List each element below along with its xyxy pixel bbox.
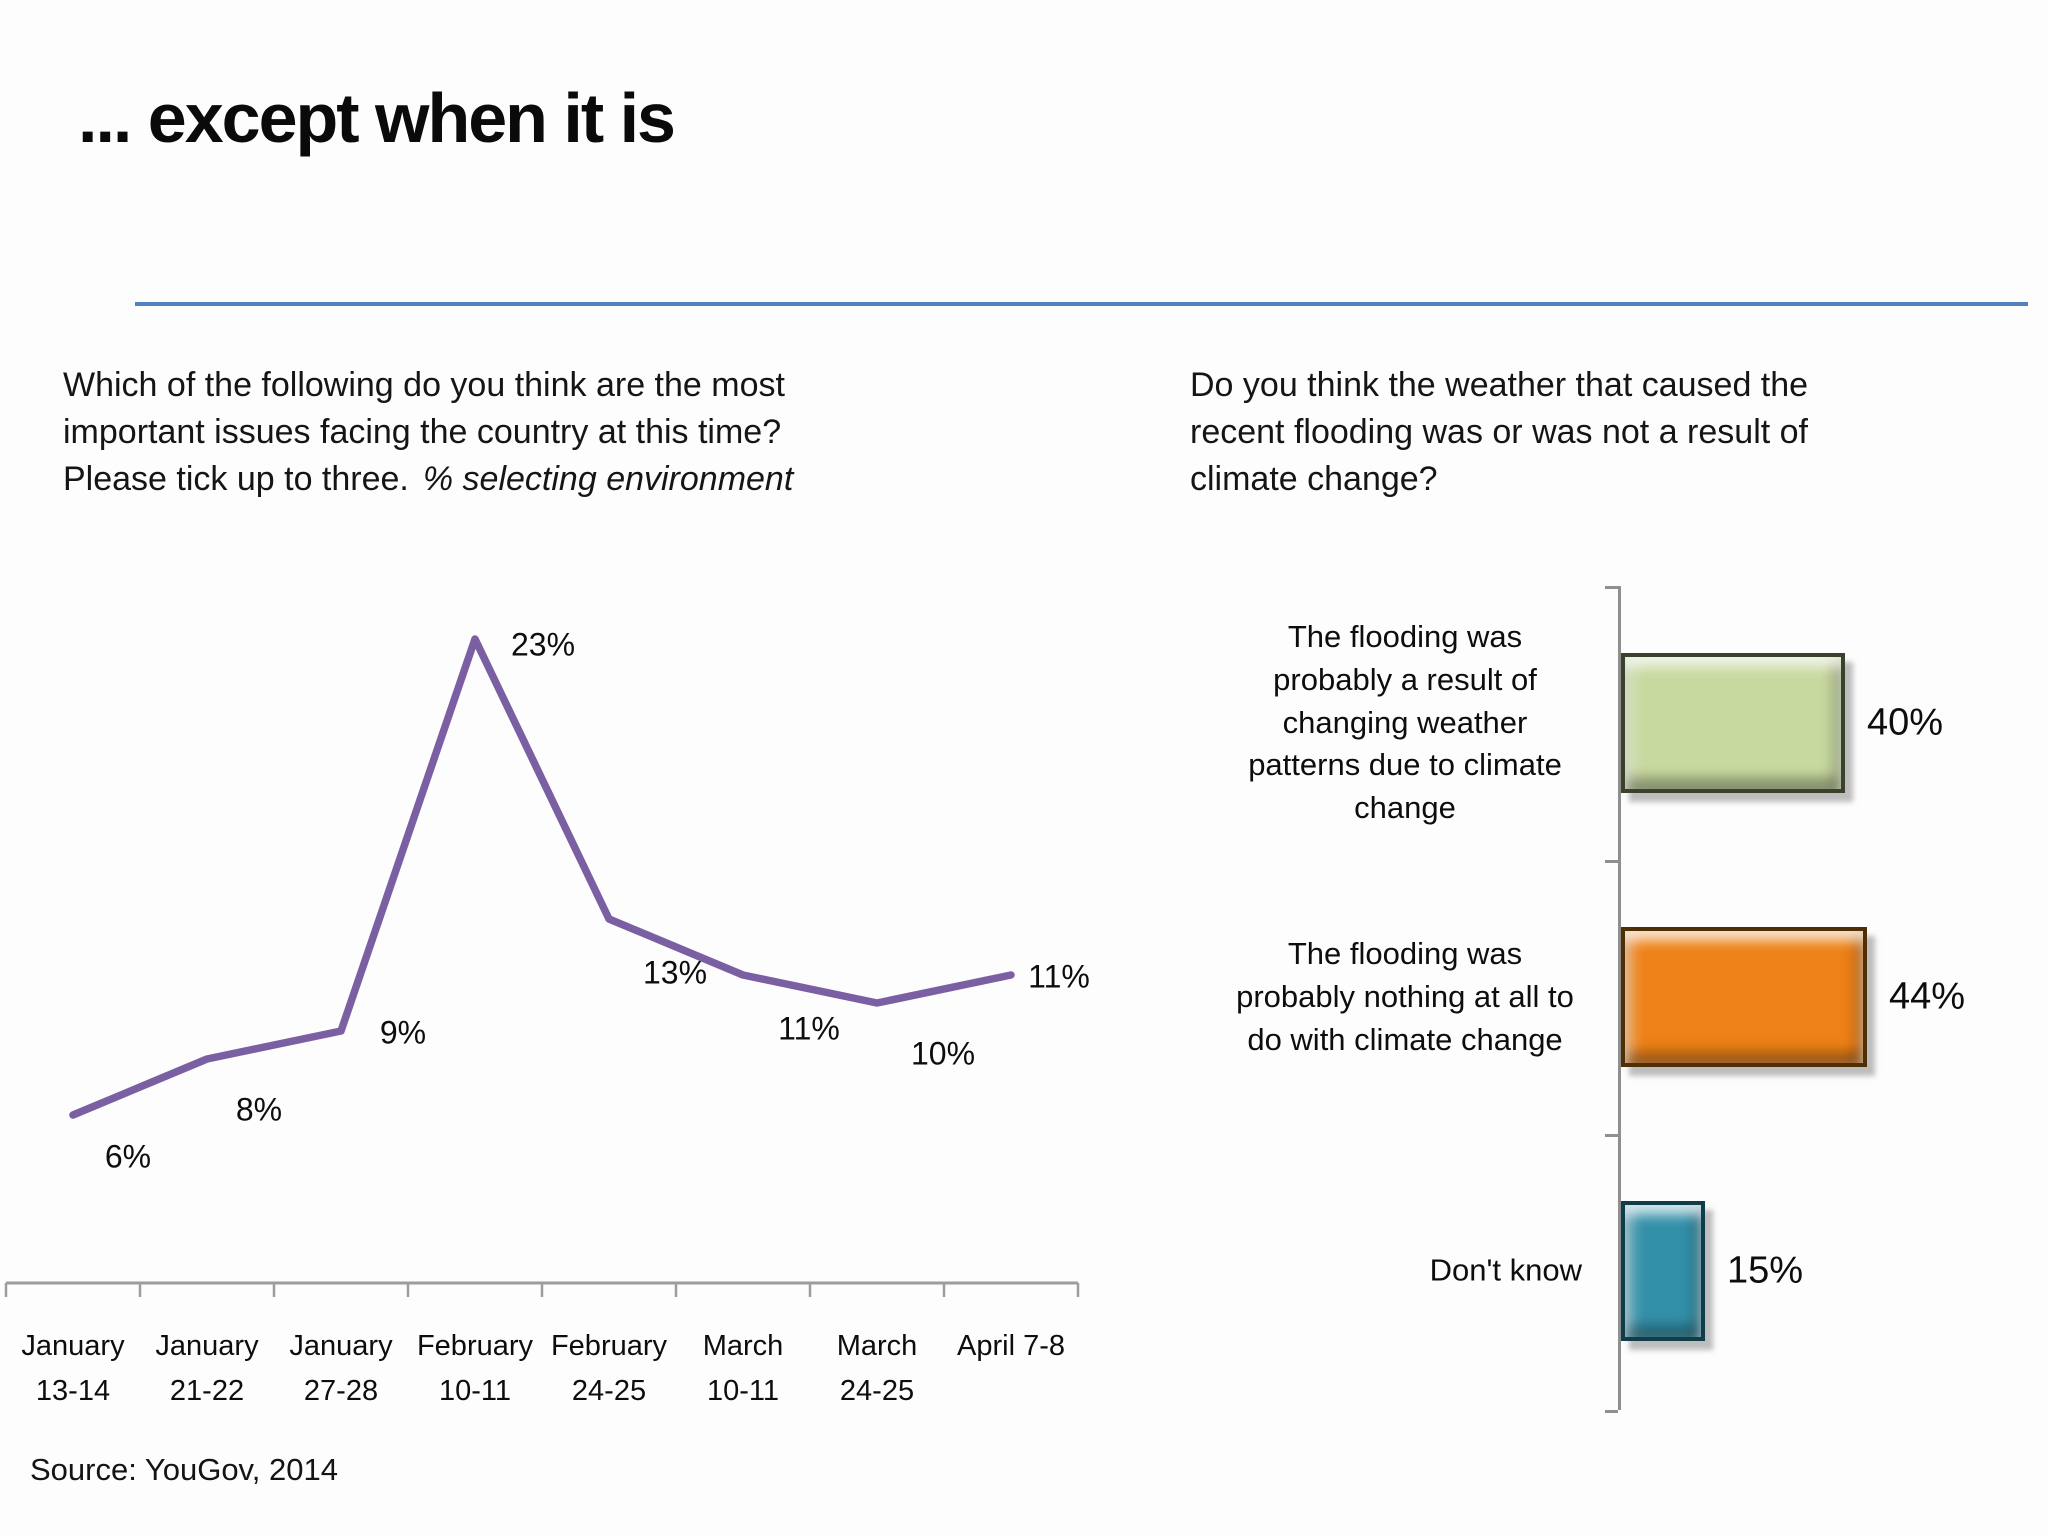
y-axis-tick — [1605, 1134, 1618, 1137]
bar-value-label: 40% — [1867, 701, 1944, 744]
bar-category-label: Don't know — [1429, 1252, 1582, 1288]
data-label: 8% — [235, 1091, 283, 1128]
line-chart-question: Which of the following do you think are … — [63, 362, 1023, 503]
x-axis-label: March 10-11 — [702, 1330, 784, 1407]
data-label: 23% — [510, 626, 576, 663]
page-title: ... except when it is — [78, 79, 676, 157]
data-label: 9% — [379, 1014, 427, 1051]
series-line-environment — [69, 635, 1015, 1119]
data-label: 13% — [642, 954, 708, 991]
bar-chart-y-axis — [1618, 586, 1621, 1410]
data-label: 11% — [778, 1010, 840, 1047]
data-label: 10% — [910, 1035, 976, 1072]
x-axis-label: April 7-8 — [957, 1330, 1065, 1362]
line-chart-question-text: Which of the following do you think are … — [63, 366, 785, 498]
x-axis-label: January 27-28 — [289, 1330, 393, 1407]
bar-category-label: The flooding was probably a result of ch… — [1248, 619, 1562, 826]
bar-1 — [1621, 653, 1845, 793]
bar-3 — [1621, 1201, 1705, 1341]
x-axis-label: February 24-25 — [550, 1330, 668, 1407]
bar-value-label: 44% — [1889, 975, 1966, 1018]
y-axis-tick — [1605, 586, 1618, 589]
x-axis-label: January 13-14 — [21, 1330, 125, 1407]
bar-value-label: 15% — [1727, 1249, 1804, 1292]
y-axis-tick — [1605, 1410, 1618, 1413]
data-label: 11% — [1028, 958, 1090, 995]
y-axis-tick — [1605, 860, 1618, 863]
x-axis-label: January 21-22 — [155, 1330, 259, 1407]
line-chart-question-note: % selecting environment — [422, 459, 794, 498]
source-note: Source: YouGov, 2014 — [30, 1452, 338, 1487]
data-label: 6% — [104, 1138, 152, 1175]
bar-2 — [1621, 927, 1867, 1067]
bar-category-label: The flooding was probably nothing at all… — [1236, 935, 1574, 1057]
bar-chart-question: Do you think the weather that caused the… — [1190, 366, 1809, 498]
x-axis-label: February 10-11 — [416, 1330, 534, 1407]
title-divider-line — [135, 302, 2028, 306]
x-axis-label: March 24-25 — [836, 1330, 918, 1407]
